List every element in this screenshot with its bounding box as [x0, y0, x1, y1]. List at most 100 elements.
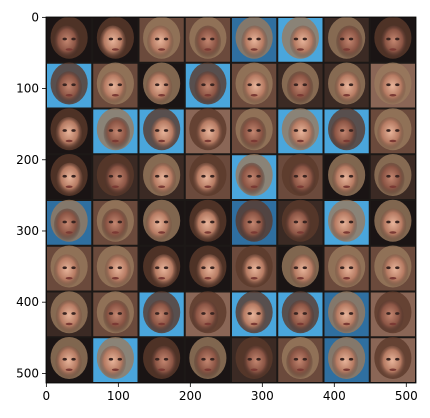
face-tile [370, 336, 415, 382]
face-tile [139, 291, 184, 337]
mouth [204, 231, 212, 234]
face [378, 345, 406, 379]
face [104, 254, 132, 288]
x-tick-label: 0 [43, 389, 51, 403]
face-tile [139, 16, 184, 62]
face-tile [232, 153, 277, 199]
face-tile [47, 108, 92, 154]
face [55, 116, 83, 151]
face-tile [278, 199, 323, 245]
mouth [250, 48, 258, 51]
face-tile [139, 62, 184, 108]
face-tile [93, 291, 138, 337]
eye [155, 37, 160, 41]
eye [62, 174, 67, 178]
eye [302, 220, 307, 224]
mouth [158, 276, 166, 280]
mouth [389, 276, 397, 280]
eye [302, 37, 307, 41]
face [150, 254, 178, 288]
mouth [204, 276, 212, 280]
mouth [204, 93, 212, 97]
mouth [389, 368, 397, 372]
eye [108, 312, 114, 315]
mouth [389, 139, 397, 143]
eye [293, 266, 299, 270]
eye [348, 220, 354, 224]
mouth [250, 276, 258, 280]
eye [210, 266, 215, 270]
eye [71, 220, 76, 224]
mouth [65, 276, 73, 280]
eye [201, 37, 206, 41]
face-tile [232, 108, 277, 154]
face [331, 345, 359, 379]
face [286, 345, 313, 379]
face [377, 299, 404, 334]
eye [256, 312, 261, 315]
eye [71, 37, 76, 41]
mouth [65, 139, 73, 143]
eye [247, 312, 252, 315]
mouth [389, 48, 397, 51]
mouth [158, 139, 166, 143]
eye [340, 220, 345, 224]
eye [247, 83, 252, 87]
mouth [158, 322, 166, 326]
eye [201, 220, 206, 224]
mouth [111, 48, 119, 51]
eye [293, 174, 299, 178]
eye [155, 266, 160, 270]
eye [395, 266, 400, 270]
eye [293, 357, 299, 361]
eye [395, 83, 400, 87]
face [191, 299, 219, 334]
face [145, 71, 173, 105]
y-tick-label: 300 [16, 224, 39, 238]
face [101, 208, 129, 242]
eye [256, 357, 261, 361]
face [288, 116, 315, 151]
eye [348, 266, 354, 270]
mouth [343, 139, 351, 143]
face [194, 71, 221, 105]
eye [247, 220, 252, 224]
mouth [65, 322, 73, 326]
eye [348, 83, 354, 87]
eye [62, 266, 67, 270]
eye [71, 357, 76, 361]
eye [395, 357, 400, 361]
face [334, 254, 362, 288]
mouth [65, 231, 73, 234]
eye [71, 83, 76, 87]
face [145, 208, 172, 242]
eye [210, 129, 215, 132]
mouth [296, 231, 304, 234]
face [55, 71, 83, 105]
face-tile [232, 16, 277, 62]
face-tile [324, 291, 369, 337]
mouth [343, 368, 351, 372]
mouth [343, 231, 351, 234]
mouth [111, 368, 119, 372]
eye [71, 266, 76, 270]
face-tile [185, 108, 230, 154]
eye [293, 129, 299, 132]
face-tile [47, 245, 92, 291]
eye [155, 220, 160, 224]
eye [117, 312, 123, 315]
mouth [111, 322, 119, 326]
face-tile [232, 62, 277, 108]
face [287, 299, 315, 334]
face [53, 25, 81, 59]
face [379, 208, 407, 242]
eye [71, 174, 76, 178]
face [192, 162, 220, 196]
face-tile [93, 245, 138, 291]
face [150, 116, 178, 151]
face [53, 208, 81, 242]
face-tile [93, 62, 138, 108]
eye [210, 312, 215, 315]
face-tile [93, 199, 138, 245]
face [242, 345, 270, 379]
